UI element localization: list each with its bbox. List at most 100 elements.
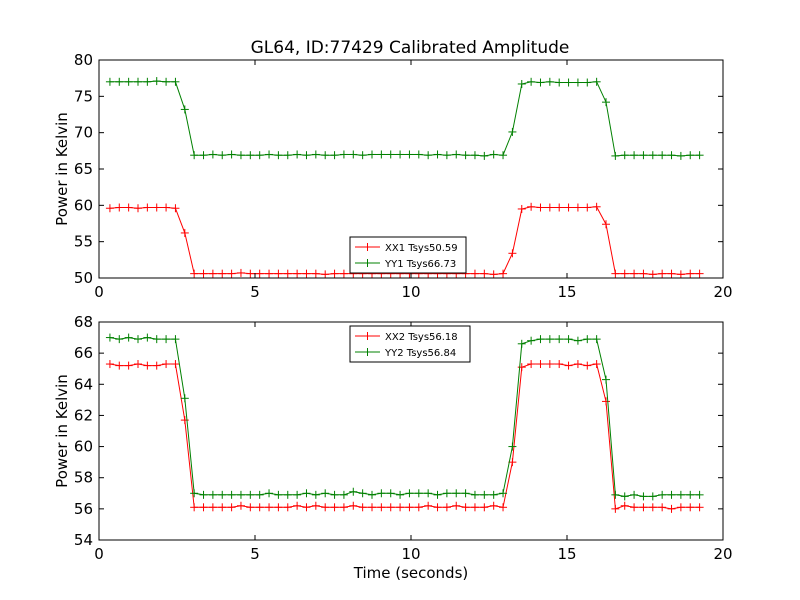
data-point [377,489,386,498]
x-axis-label: Time (seconds) [353,564,469,582]
data-point [648,270,657,279]
data-point [414,503,423,512]
data-point [246,490,255,499]
x-tick-label: 0 [94,545,104,563]
data-point [527,336,536,345]
data-point [143,203,152,212]
legend-label: XX1 Tsys50.59 [385,243,458,254]
data-point [676,151,685,160]
data-point [255,503,264,512]
data-point [424,151,433,160]
data-point [199,503,208,512]
data-point [246,269,255,278]
data-point [152,335,161,344]
data-point [349,501,358,510]
data-point [208,490,217,499]
data-point [330,151,339,160]
data-point [658,151,667,160]
data-point [368,150,376,159]
legend-label: YY2 Tsys56.84 [384,348,456,359]
data-point [105,333,114,342]
data-point [676,270,685,279]
data-point [190,503,199,512]
y-tick-label: 65 [74,160,93,178]
data-point [620,151,629,160]
data-point [311,269,320,278]
data-point [349,150,358,159]
data-point [171,335,180,344]
data-point [611,504,620,513]
data-point [480,503,489,512]
data-point [143,361,152,370]
data-point [452,150,461,159]
data-point [667,504,676,513]
y-tick-label: 75 [74,87,93,105]
data-point [358,503,367,512]
y-tick-label: 56 [74,500,93,518]
data-point [564,203,573,212]
data-point [377,503,386,512]
legend-item: YY2 Tsys56.84 [355,348,456,359]
data-point [227,150,236,159]
data-point [105,360,114,369]
data-point [190,489,199,498]
data-point [124,203,133,212]
x-tick-label: 5 [250,545,260,563]
data-point [545,360,554,369]
data-point [648,151,657,160]
y-tick-label: 70 [74,124,93,142]
data-point [386,489,395,498]
data-point [695,269,704,278]
data-point [639,503,648,512]
y-tick-label: 62 [74,406,93,424]
data-point [414,150,423,159]
data-point [564,78,573,87]
data-point [368,490,376,499]
y-tick-label: 55 [74,233,93,251]
data-point [377,150,386,159]
data-point [573,203,582,212]
data-point [339,269,348,278]
data-point [480,490,489,499]
data-point [265,489,274,498]
data-point [358,151,367,160]
x-tick-label: 15 [557,545,576,563]
data-point [583,361,592,370]
data-point [527,202,536,211]
data-point [386,503,395,512]
data-point [602,98,610,107]
data-point [227,269,236,278]
data-point [236,268,245,277]
data-point [311,490,320,499]
data-point [405,150,414,159]
data-point [274,490,283,499]
y-tick-label: 80 [74,51,93,69]
data-point [246,151,255,160]
data-point [545,203,554,212]
x-tick-label: 20 [713,545,732,563]
data-point [302,503,311,512]
data-point [686,503,695,512]
y-tick-label: 68 [74,313,93,331]
data-point [227,490,236,499]
legend-label: YY1 Tsys66.73 [384,259,456,270]
data-point [648,503,657,512]
data-point [162,360,171,369]
data-point [283,151,292,160]
legend-item: XX1 Tsys50.59 [355,243,458,254]
data-point [658,490,667,499]
data-point [602,220,610,229]
data-point [602,397,610,406]
data-point [339,150,348,159]
data-point [517,204,526,213]
data-point [489,490,498,499]
x-tick-label: 20 [713,283,732,301]
data-point [555,335,564,344]
data-point [227,503,236,512]
data-point [602,375,610,384]
data-point [274,269,283,278]
data-point [442,151,451,160]
data-point [545,77,554,86]
data-point [171,204,180,213]
data-point [171,77,180,86]
